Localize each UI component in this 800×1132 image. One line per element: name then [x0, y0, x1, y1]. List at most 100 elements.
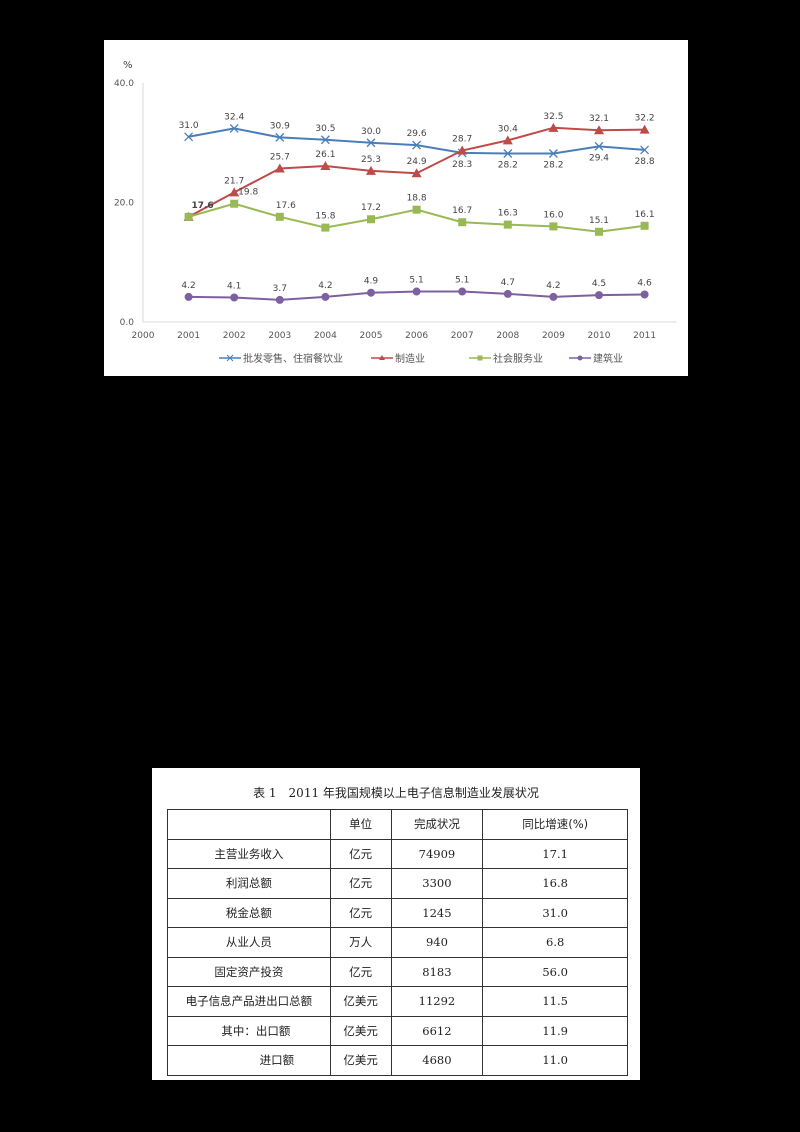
x-marker-icon	[503, 149, 513, 158]
data-label: 30.9	[270, 121, 290, 131]
cell-value: 3300	[390, 868, 484, 899]
cell-unit: 亿美元	[329, 986, 392, 1017]
cell-value: 1245	[390, 897, 484, 928]
table-row: 从业人员 万人 940 6.8	[167, 927, 628, 958]
data-label: 32.2	[635, 114, 655, 124]
legend-x-icon	[226, 354, 234, 362]
data-label: 31.0	[179, 121, 199, 131]
cell-growth: 17.1	[482, 838, 628, 869]
circle-marker-icon	[595, 291, 603, 300]
data-label: 16.0	[543, 210, 563, 220]
square-marker-icon	[458, 218, 467, 227]
circle-marker-icon	[503, 289, 512, 298]
square-marker-icon	[595, 227, 603, 236]
data-label: 4.6	[637, 279, 652, 289]
header-value: 完成状况	[390, 809, 484, 840]
data-label: 17.6	[191, 201, 213, 211]
square-marker-icon	[230, 199, 239, 208]
cell-item: 其中：出口额	[167, 1015, 331, 1046]
data-label: 28.3	[452, 160, 472, 170]
cell-growth: 16.8	[482, 868, 628, 899]
legend-label: 社会服务业	[493, 352, 543, 365]
square-marker-icon	[640, 221, 649, 230]
table-row: 其中：出口额 亿美元 6612 11.9	[167, 1015, 628, 1046]
cell-growth: 6.8	[482, 927, 628, 958]
legend-label: 制造业	[395, 352, 425, 365]
header-unit: 单位	[329, 809, 392, 840]
data-label: 32.4	[224, 112, 244, 122]
x-tick-label: 2002	[223, 331, 246, 341]
square-marker-icon	[367, 215, 375, 224]
circle-marker-icon	[230, 293, 239, 302]
data-label: 4.2	[318, 281, 332, 291]
x-tick-label: 2010	[588, 331, 611, 341]
data-label: 18.8	[407, 194, 427, 204]
circle-marker-icon	[640, 290, 649, 299]
triangle-marker-icon	[594, 125, 604, 135]
data-table-panel: 表 1 2011 年我国规模以上电子信息制造业发展状况 单位 完成状况 同比增速…	[152, 768, 640, 1080]
data-label: 28.8	[635, 157, 655, 167]
cell-unit: 亿元	[329, 838, 392, 869]
cell-item: 固定资产投资	[167, 956, 331, 987]
data-label: 16.1	[635, 210, 655, 220]
legend-circle-icon	[577, 355, 583, 361]
data-label: 30.4	[498, 124, 518, 134]
data-label: 4.2	[546, 281, 560, 291]
x-tick-label: 2009	[542, 331, 565, 341]
cell-value: 8183	[390, 956, 484, 987]
square-marker-icon	[184, 212, 193, 221]
data-label: 4.7	[501, 278, 515, 288]
legend-label: 批发零售、住宿餐饮业	[243, 352, 343, 365]
header-item	[167, 809, 331, 840]
circle-marker-icon	[549, 292, 558, 301]
data-label: 28.2	[543, 161, 563, 171]
cell-value: 4680	[390, 1045, 484, 1076]
cell-growth: 11.0	[482, 1045, 628, 1076]
cell-item: 进口额	[167, 1045, 331, 1076]
table-row: 税金总额 亿元 1245 31.0	[167, 897, 628, 928]
data-label: 30.0	[361, 127, 381, 137]
square-marker-icon	[412, 205, 421, 214]
legend-square-icon	[477, 355, 483, 361]
cell-growth: 56.0	[482, 956, 628, 987]
x-tick-label: 2011	[633, 331, 656, 341]
x-tick-label: 2001	[177, 331, 200, 341]
data-label: 24.9	[407, 157, 427, 167]
x-marker-icon	[320, 135, 330, 145]
data-label: 4.1	[227, 282, 241, 292]
cell-value: 940	[390, 927, 484, 958]
cell-unit: 万人	[329, 927, 392, 958]
x-tick-label: 2008	[496, 331, 519, 341]
data-label: 29.4	[589, 153, 609, 163]
data-label: 17.2	[361, 203, 381, 213]
y-tick-label: 40.0	[114, 79, 134, 89]
data-label: 15.8	[315, 212, 335, 222]
square-marker-icon	[503, 220, 512, 229]
chart-canvas: % 40.0 20.0 0.0 2000 2001 2002 2003 2004 2005 2006…	[114, 60, 677, 365]
table-row: 利润总额 亿元 3300 16.8	[167, 868, 628, 899]
legend-triangle-icon	[379, 355, 385, 360]
circle-marker-icon	[458, 287, 467, 296]
x-tick-label: 2000	[132, 331, 155, 341]
x-tick-label: 2007	[451, 331, 474, 341]
data-label: 29.6	[407, 129, 427, 139]
x-marker-icon	[412, 140, 422, 150]
table-header-row: 单位 完成状况 同比增速(%)	[167, 809, 628, 840]
x-marker-icon	[548, 149, 558, 158]
table-row: 固定资产投资 亿元 8183 56.0	[167, 956, 628, 987]
x-tick-label: 2003	[268, 331, 291, 341]
data-label: 16.3	[498, 209, 518, 219]
x-marker-icon	[640, 145, 650, 155]
y-tick-label: 0.0	[120, 318, 135, 328]
x-marker-icon	[594, 141, 604, 151]
y-tick-label: 20.0	[114, 199, 134, 209]
data-label: 25.3	[361, 155, 381, 165]
x-tick-label: 2006	[405, 331, 428, 341]
data-label: 4.2	[181, 281, 195, 291]
cell-item: 利润总额	[167, 868, 331, 899]
data-label: 4.5	[592, 279, 606, 289]
triangle-marker-icon	[320, 161, 331, 171]
circle-marker-icon	[412, 287, 421, 296]
cell-item: 主营业务收入	[167, 838, 331, 869]
data-label: 30.5	[315, 124, 335, 134]
